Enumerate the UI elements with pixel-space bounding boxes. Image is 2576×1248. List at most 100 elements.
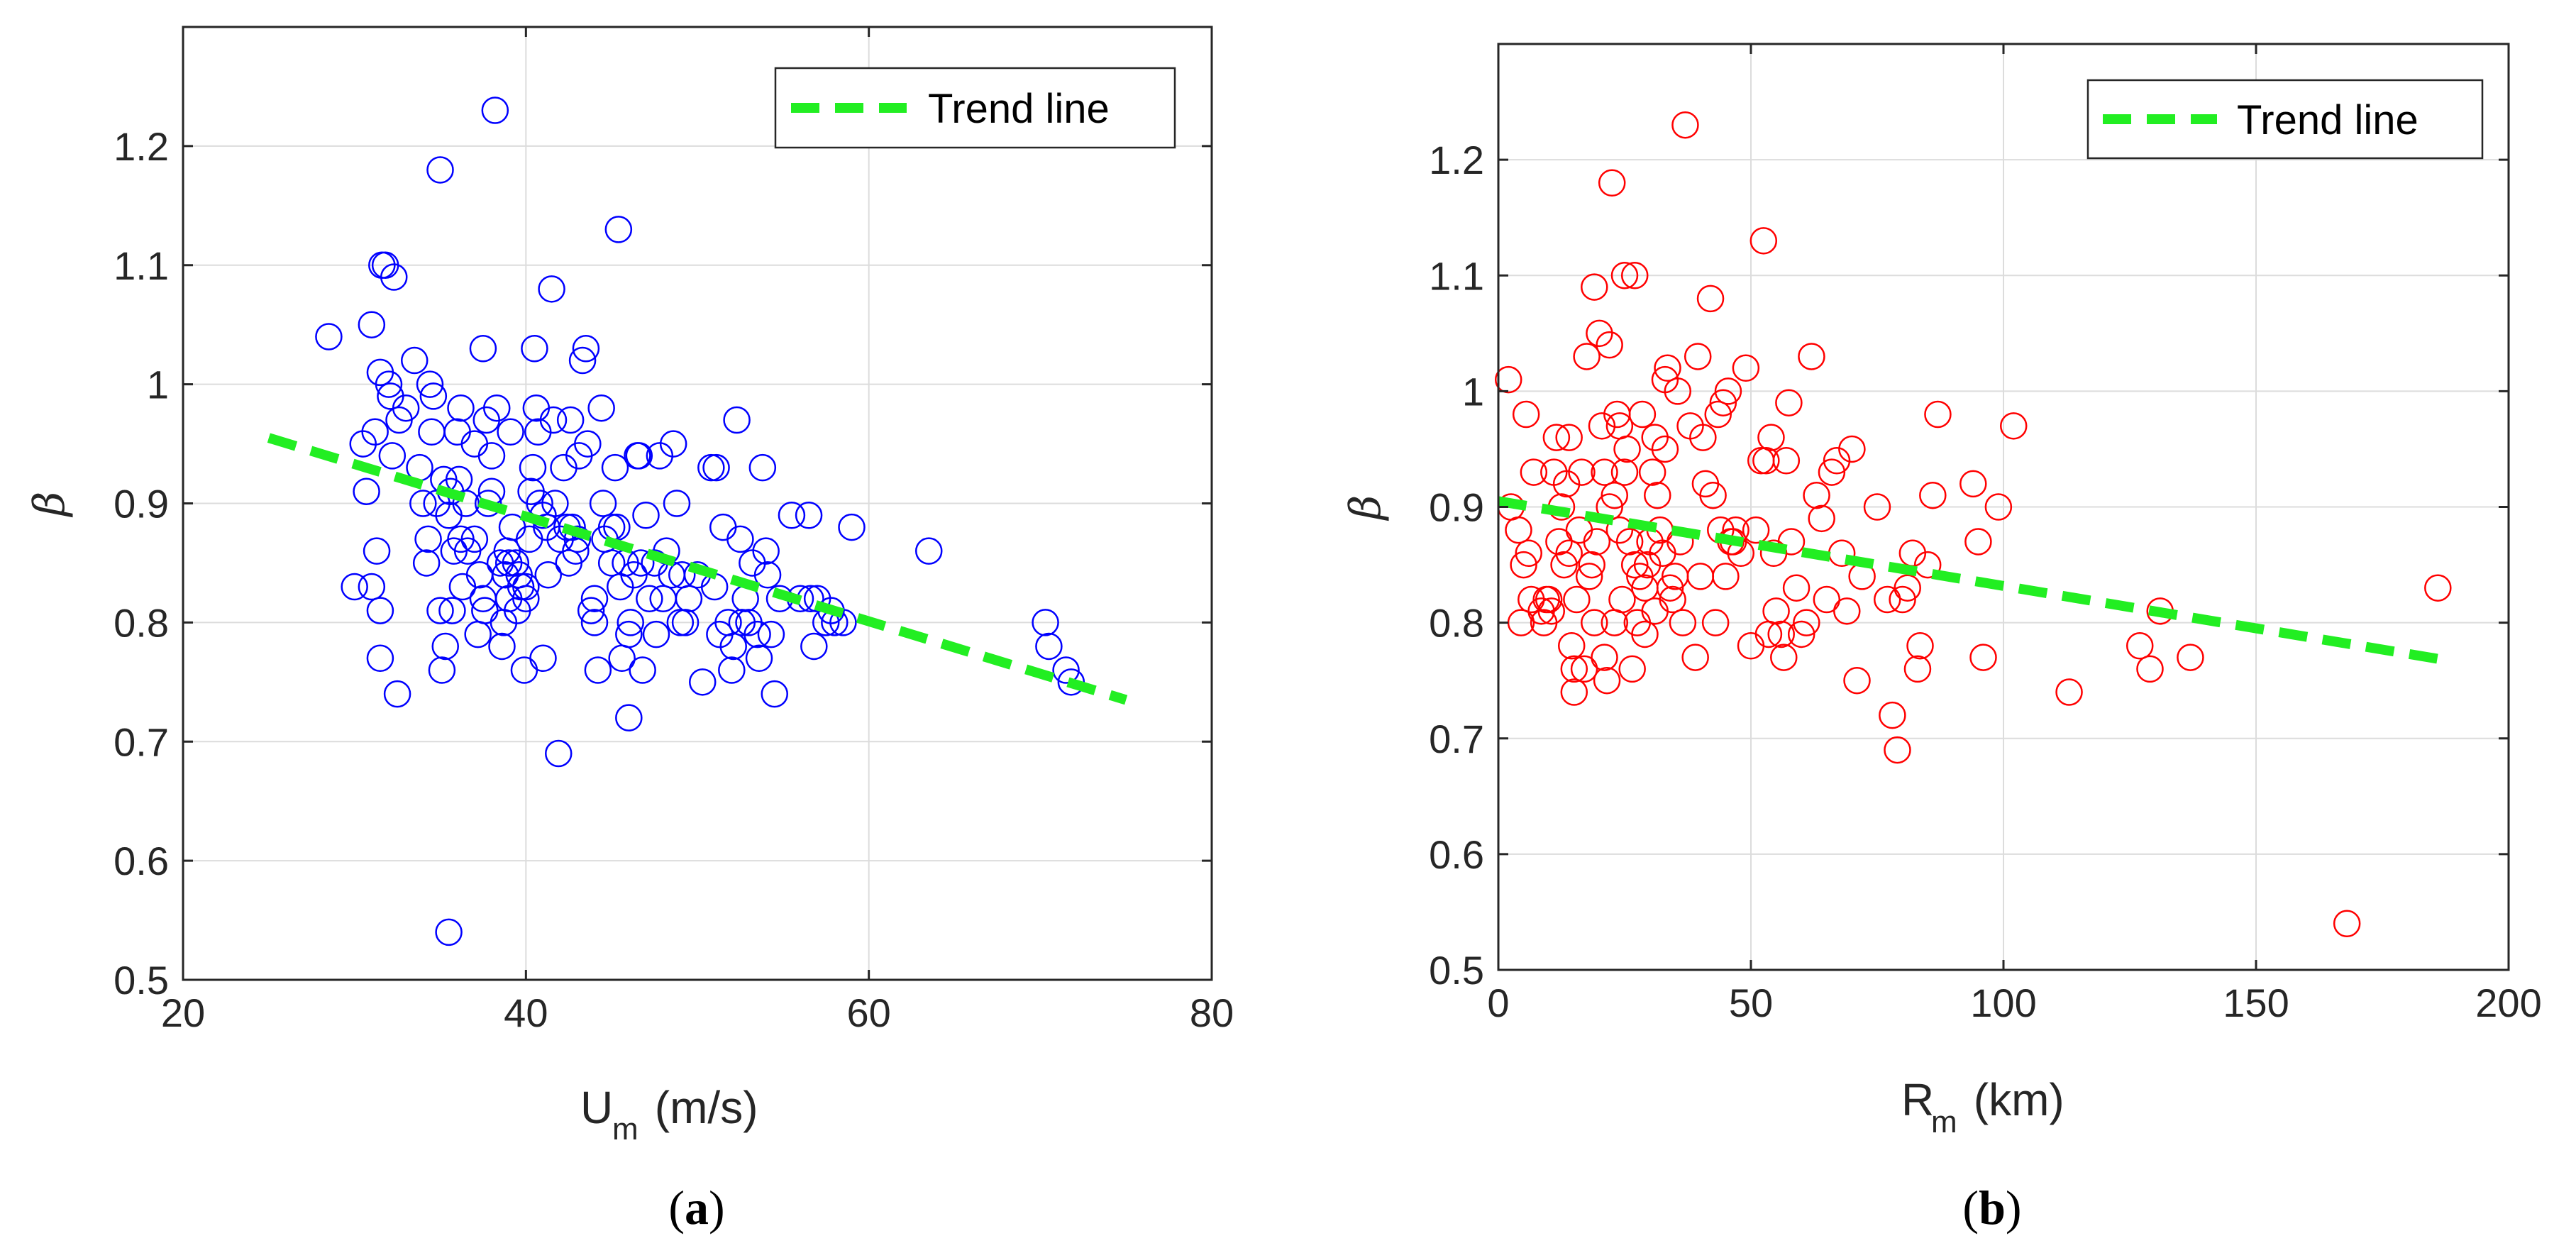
panel-a-data-point bbox=[483, 394, 511, 422]
panel-b-data-point bbox=[2333, 910, 2361, 937]
panel-b-data-point bbox=[1520, 458, 1548, 486]
panel-b-legend-label: Trend line bbox=[2237, 97, 2419, 143]
panel-b-data-point bbox=[1593, 666, 1621, 695]
panel-a-data-point bbox=[414, 525, 442, 553]
panel-b-data-point bbox=[1838, 435, 1866, 463]
panel-a-data-point bbox=[488, 632, 516, 661]
panel-a-data-point bbox=[627, 549, 655, 577]
panel-b-x-label: R m (km) bbox=[1901, 1074, 2064, 1139]
panel-b-data-point bbox=[1620, 262, 1649, 289]
panel-b-data-point bbox=[1919, 481, 1947, 509]
panel-a-data-point bbox=[358, 573, 386, 601]
panel-a-data-point bbox=[1032, 609, 1059, 636]
panel-b-data-point bbox=[1894, 574, 1921, 602]
panel-b-data-point bbox=[1696, 285, 1725, 313]
panel-a-data-point bbox=[752, 537, 780, 565]
panel-b-y-tick-label: 0.9 bbox=[1429, 485, 1484, 530]
panel-a-data-point bbox=[689, 668, 717, 696]
panel-b-data-point bbox=[1775, 389, 1803, 416]
panel-a-data-point bbox=[838, 513, 866, 541]
panel-b-data-point bbox=[1638, 458, 1666, 486]
panel-a-y-tick-label: 0.9 bbox=[114, 482, 169, 526]
panel-a-data-point bbox=[589, 490, 617, 517]
panel-b-data-point bbox=[1714, 377, 1742, 405]
panel-b-data-point bbox=[1803, 481, 1830, 509]
panel-b-data-point bbox=[1608, 585, 1636, 614]
panel-a-x-tick-label: 40 bbox=[504, 990, 548, 1035]
panel-a-data-point bbox=[426, 156, 454, 184]
panel-a-data-point bbox=[574, 430, 602, 458]
panel-a-data-point bbox=[375, 370, 403, 398]
panel-a-data-point bbox=[659, 430, 687, 458]
panel-b-data-point bbox=[1518, 585, 1545, 614]
panel-b-y-tick-label: 0.5 bbox=[1429, 948, 1484, 993]
panel-b-data-point bbox=[1598, 169, 1626, 197]
panel-b-ticks: 0 50 100 150 200 0.5 0.6 0.7 0.8 0.9 1 1.1 1.2 bbox=[1429, 44, 2542, 1025]
panel-b-data-point bbox=[2126, 632, 2154, 660]
panel-a-data-point bbox=[380, 263, 408, 291]
panel-b-data-point bbox=[1641, 424, 1669, 451]
panel-a-data-point bbox=[392, 394, 420, 422]
panel-a-data-point bbox=[584, 656, 612, 684]
panel-b-x-tick-label: 100 bbox=[1970, 981, 2036, 1025]
panel-b-data-point bbox=[1613, 435, 1641, 463]
panel-a-y-tick-label: 0.6 bbox=[114, 839, 169, 883]
panel-b-data-point bbox=[1757, 424, 1785, 451]
panel-a-data-point bbox=[447, 394, 475, 422]
panel-a-data-point bbox=[761, 680, 788, 708]
panel-b-data-point bbox=[1583, 528, 1611, 556]
panel-a-y-tick-label: 0.8 bbox=[114, 600, 169, 645]
panel-b-markers bbox=[1494, 111, 2452, 937]
panel-b-data-point bbox=[1770, 644, 1798, 671]
panel-a-data-point bbox=[629, 656, 656, 684]
panel-a-data-point bbox=[534, 561, 562, 589]
panel-b-data-point bbox=[1633, 551, 1662, 579]
panel-b-data-point bbox=[1767, 620, 1795, 648]
panel-b-data-point bbox=[1732, 354, 1760, 382]
panel-a-data-point bbox=[597, 549, 626, 577]
panel-b-data-point bbox=[2424, 574, 2452, 602]
panel-a-data-point bbox=[481, 96, 509, 124]
panel-a-data-point bbox=[416, 370, 444, 398]
panel-a-legend-label: Trend line bbox=[928, 86, 1110, 132]
panel-a-data-point bbox=[409, 490, 437, 517]
panel-b-data-point bbox=[1545, 528, 1573, 556]
panel-a-trend-layer bbox=[267, 433, 1128, 705]
panel-b-data-point bbox=[1586, 319, 1613, 348]
panel-b-data-point bbox=[1515, 539, 1542, 567]
panel-a-legend: Trend line bbox=[774, 67, 1176, 149]
panel-b-data-point bbox=[1749, 227, 1778, 255]
panel-b-data-point bbox=[1684, 343, 1712, 370]
panel-a-data-point bbox=[558, 513, 586, 541]
panel-a-data-point bbox=[800, 632, 828, 661]
panel-b-data-point bbox=[1924, 400, 1952, 429]
panel-b-data-point bbox=[1581, 273, 1608, 301]
panel-b-data-point bbox=[1669, 609, 1697, 636]
panel-a-data-point bbox=[521, 335, 548, 363]
panel-b-data-point bbox=[1659, 585, 1686, 614]
panel-b-data-point bbox=[1596, 331, 1623, 359]
panel-a-data-point bbox=[723, 406, 751, 434]
panel-b-data-point bbox=[1601, 481, 1629, 509]
panel-b-data-point bbox=[1782, 574, 1811, 602]
panel-b-data-point bbox=[1752, 447, 1780, 475]
panel-b-data-point bbox=[1618, 655, 1646, 683]
panel-a-data-point bbox=[460, 525, 489, 553]
panel-b-y-tick-label: 1.2 bbox=[1429, 138, 1484, 182]
panel-a-data-point bbox=[632, 502, 660, 529]
panel-b-data-point bbox=[1615, 528, 1644, 556]
panel-b-y-tick-label: 1 bbox=[1462, 369, 1484, 414]
panel-b-x-tick-label: 0 bbox=[1487, 981, 1509, 1025]
panel-b-x-label-main: R bbox=[1901, 1074, 1934, 1125]
panel-b-data-point bbox=[1999, 412, 2028, 440]
panel-a-data-point bbox=[702, 453, 730, 482]
panel-b-data-point bbox=[1568, 458, 1596, 486]
panel-b-x-label-unit: (km) bbox=[1961, 1074, 2064, 1125]
panel-a-data-point bbox=[431, 632, 459, 661]
panel-a-data-point bbox=[438, 597, 466, 624]
panel-b-y-tick-label: 1.1 bbox=[1429, 253, 1484, 298]
panel-a-caption: (a) bbox=[668, 1181, 724, 1235]
panel-a-data-point bbox=[915, 537, 943, 565]
panel-b-data-point bbox=[1873, 585, 1901, 614]
panel-b-data-point bbox=[1699, 481, 1727, 509]
